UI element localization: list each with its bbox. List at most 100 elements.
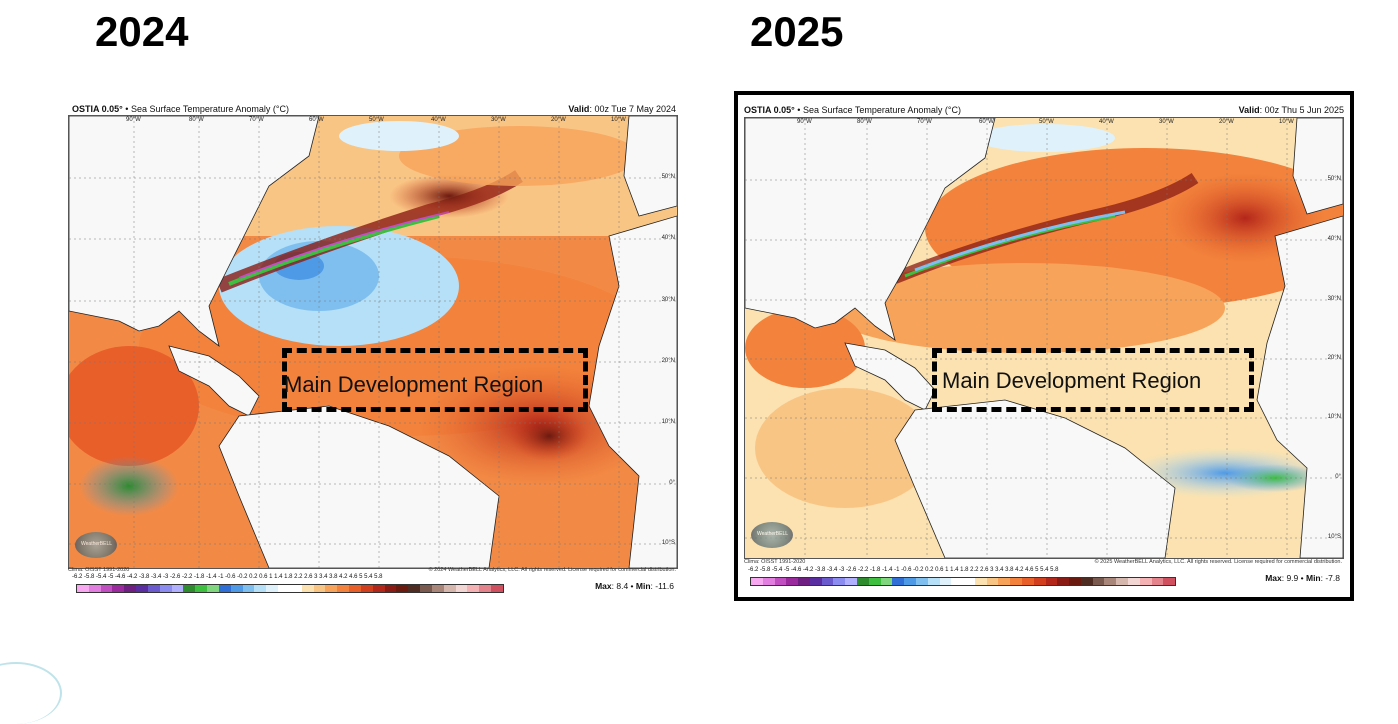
colorbar-swatch [1069, 578, 1081, 585]
colorbar-swatch [171, 585, 184, 592]
colorbar-swatch [857, 578, 869, 585]
panel-header: OSTIA 0.05° • Sea Surface Temperature An… [738, 101, 1350, 117]
colorbar-swatch [420, 585, 432, 592]
colorbar-swatch [467, 585, 480, 592]
sst-map-2024: 90°W 80°W 70°W 60°W 50°W 40°W 30°W 20°W … [68, 115, 678, 569]
lon-label: 50°W [369, 117, 384, 123]
colorbar-swatch [218, 585, 231, 592]
colorbar-swatch [998, 578, 1011, 585]
colorbar-swatch [904, 578, 916, 585]
colorbar-swatch [1128, 578, 1140, 585]
colorbar [750, 577, 1176, 586]
colorbar-swatch [880, 578, 893, 585]
lon-label: 60°W [309, 117, 324, 123]
colorbar-swatch [325, 585, 338, 592]
mdr-box-2024 [282, 348, 588, 412]
lon-label: 20°W [1219, 119, 1234, 125]
colorbar-swatch [1163, 578, 1176, 585]
colorbar-swatch [313, 585, 326, 592]
lat-label: 40°N [1327, 236, 1341, 242]
colorbar-swatch [751, 578, 763, 585]
lat-label: 10°N [661, 419, 675, 425]
colorbar-swatch [939, 578, 952, 585]
valid-time: : 00z Tue 7 May 2024 [589, 104, 676, 114]
lat-label: 30°N [1327, 296, 1341, 302]
climatology-note: Clima: OISST 1991-2020 [68, 567, 130, 573]
colorbar-swatch [124, 585, 137, 592]
colorbar-swatch [1021, 578, 1034, 585]
colorbar-swatch [183, 585, 196, 592]
colorbar-swatch [349, 585, 361, 592]
colorbar-swatch [821, 578, 834, 585]
colorbar-swatch [1010, 578, 1022, 585]
colorbar-swatch [1080, 578, 1093, 585]
colorbar-swatch [136, 585, 148, 592]
colorbar-swatch [431, 585, 444, 592]
lat-label: 0° [669, 480, 675, 486]
colorbar-swatch [360, 585, 373, 592]
colorbar-swatch [951, 578, 964, 585]
lat-label: 10°S [661, 540, 675, 546]
year-title-2025: 2025 [750, 8, 844, 55]
colorbar-swatch [195, 585, 208, 592]
colorbar-swatch [159, 585, 172, 592]
colorbar-swatch [301, 585, 314, 592]
lat-label: 40°N [661, 235, 675, 241]
colorbar-ticks: -6.2 -5.8 -5.4 -5 -4.6 -4.2 -3.8 -3.4 -3… [72, 574, 383, 580]
lon-label: 30°W [1159, 119, 1174, 125]
colorbar-swatch [278, 585, 290, 592]
colorbar-swatch [809, 578, 822, 585]
lon-label: 10°W [611, 117, 626, 123]
colorbar-swatch [147, 585, 160, 592]
valid-label: Valid [568, 104, 590, 114]
colorbar-swatch [479, 585, 491, 592]
colorbar-swatch [833, 578, 846, 585]
sst-map-2025: 90°W 80°W 70°W 60°W 50°W 40°W 30°W 20°W … [744, 117, 1344, 559]
lat-label: 20°N [1327, 355, 1341, 361]
lat-label: 50°N [661, 174, 675, 180]
weatherbell-logo: WeatherBELL [751, 522, 793, 548]
sst-panel-2025: OSTIA 0.05° • Sea Surface Temperature An… [734, 91, 1354, 601]
colorbar-swatch [1045, 578, 1058, 585]
mdr-box-2025 [932, 348, 1254, 412]
copyright-note: © 2024 WeatherBELL Analytics, LLC. All r… [428, 567, 676, 573]
lon-label: 40°W [1099, 119, 1114, 125]
colorbar-swatch [798, 578, 810, 585]
colorbar-swatch [230, 585, 243, 592]
copyright-note: © 2025 WeatherBELL Analytics, LLC. All r… [1094, 559, 1342, 565]
lon-label: 90°W [797, 119, 812, 125]
colorbar-swatch [1151, 578, 1164, 585]
colorbar-swatch [455, 585, 468, 592]
colorbar-swatch [986, 578, 999, 585]
lon-label: 40°W [431, 117, 446, 123]
lat-label: 10°N [1327, 414, 1341, 420]
colorbar-swatch [266, 585, 279, 592]
colorbar-swatch [963, 578, 975, 585]
lon-label: 70°W [249, 117, 264, 123]
decorative-arc [0, 662, 62, 724]
colorbar-swatch [774, 578, 787, 585]
colorbar-swatch [1104, 578, 1117, 585]
lat-label: 0° [1335, 474, 1341, 480]
valid-label: Valid [1238, 105, 1260, 115]
panel-header: OSTIA 0.05° • Sea Surface Temperature An… [66, 100, 682, 116]
colorbar-swatch [1033, 578, 1046, 585]
colorbar-swatch [915, 578, 928, 585]
lon-label: 90°W [126, 117, 141, 123]
product-desc: • Sea Surface Temperature Anomaly (°C) [122, 104, 289, 114]
colorbar [76, 584, 504, 593]
lon-label: 50°W [1039, 119, 1054, 125]
climatology-note: Clima: OISST 1991-2020 [744, 559, 806, 565]
colorbar-swatch [207, 585, 219, 592]
lat-label: 50°N [1327, 176, 1341, 182]
lon-label: 80°W [189, 117, 204, 123]
colorbar-swatch [77, 585, 89, 592]
colorbar-swatch [337, 585, 350, 592]
lat-label: 20°N [661, 358, 675, 364]
colorbar-ticks: -6.2 -5.8 -5.4 -5 -4.6 -4.2 -3.8 -3.4 -3… [748, 567, 1059, 573]
colorbar-swatch [868, 578, 881, 585]
colorbar-swatch [242, 585, 255, 592]
colorbar-swatch [1092, 578, 1105, 585]
colorbar-swatch [1116, 578, 1128, 585]
lat-label: 10°S [1327, 534, 1341, 540]
